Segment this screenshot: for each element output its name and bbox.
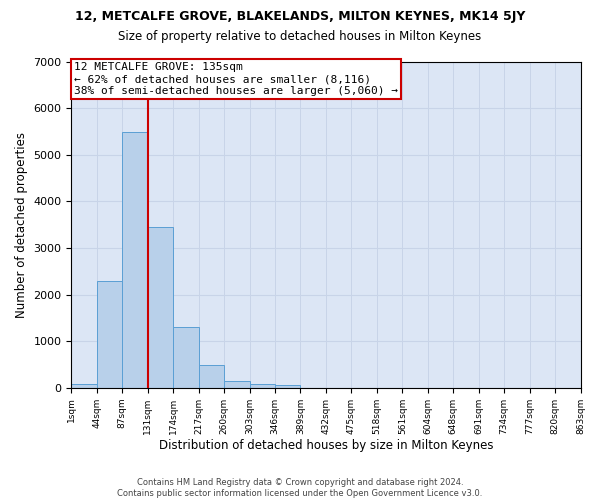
Bar <box>275 386 301 388</box>
Bar <box>71 384 97 388</box>
Bar <box>173 327 199 388</box>
Bar <box>199 366 224 388</box>
Text: 12, METCALFE GROVE, BLAKELANDS, MILTON KEYNES, MK14 5JY: 12, METCALFE GROVE, BLAKELANDS, MILTON K… <box>75 10 525 23</box>
Y-axis label: Number of detached properties: Number of detached properties <box>15 132 28 318</box>
Text: 12 METCALFE GROVE: 135sqm
← 62% of detached houses are smaller (8,116)
38% of se: 12 METCALFE GROVE: 135sqm ← 62% of detac… <box>74 62 398 96</box>
Text: Size of property relative to detached houses in Milton Keynes: Size of property relative to detached ho… <box>118 30 482 43</box>
Text: Contains HM Land Registry data © Crown copyright and database right 2024.
Contai: Contains HM Land Registry data © Crown c… <box>118 478 482 498</box>
X-axis label: Distribution of detached houses by size in Milton Keynes: Distribution of detached houses by size … <box>159 440 493 452</box>
Bar <box>97 280 122 388</box>
Bar <box>148 227 173 388</box>
Bar <box>122 132 148 388</box>
Bar <box>250 384 275 388</box>
Bar <box>224 380 250 388</box>
